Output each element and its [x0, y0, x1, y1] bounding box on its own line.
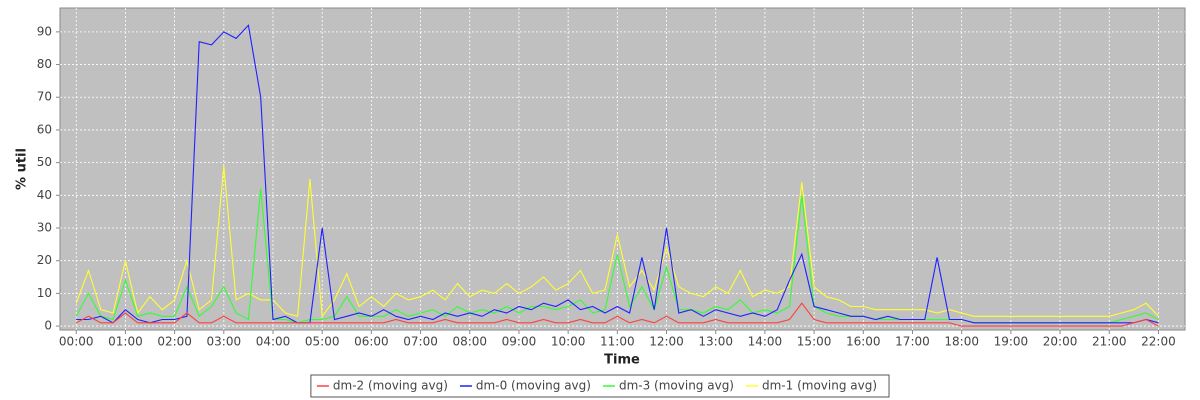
x-axis-label: Time — [604, 353, 640, 368]
x-tick-label: 20:00 — [1043, 335, 1078, 349]
y-tick-label: 0 — [44, 319, 52, 333]
series-line — [75, 302, 1159, 327]
x-tick-label: 17:00 — [895, 335, 930, 349]
legend-box — [310, 374, 890, 398]
legend: dm-2 (moving avg) dm-0 (moving avg) dm-3 (… — [310, 374, 890, 398]
y-tick-label: 20 — [37, 253, 52, 267]
x-tick-label: 02:00 — [157, 335, 192, 349]
series-line — [76, 24, 1159, 324]
x-tick-label: 12:00 — [649, 335, 684, 349]
legend-label: dm-0 (moving avg) — [476, 379, 591, 393]
x-tick-label: 18:00 — [944, 335, 979, 349]
x-tick-label: 07:00 — [403, 335, 438, 349]
x-tick-label: 13:00 — [698, 335, 733, 349]
y-axis-label: % util — [15, 148, 30, 190]
y-tick-label: 50 — [37, 155, 52, 169]
x-tick-label: 16:00 — [846, 335, 881, 349]
legend-label: dm-3 (moving avg) — [619, 379, 734, 393]
legend-label: dm-2 (moving avg) — [333, 379, 448, 393]
legend-label: dm-1 (moving avg) — [762, 379, 877, 393]
x-tick-label: 14:00 — [748, 335, 783, 349]
series-line — [75, 165, 1159, 318]
plot-area — [59, 7, 1186, 331]
x-tick-label: 11:00 — [600, 335, 635, 349]
y-tick-label: 10 — [37, 286, 52, 300]
x-tick-label: 01:00 — [108, 335, 143, 349]
x-tick-label: 08:00 — [452, 335, 487, 349]
y-tick-label: 70 — [37, 90, 52, 104]
x-tick-label: 00:00 — [59, 335, 94, 349]
y-tick-label: 30 — [37, 221, 52, 235]
y-tick-label: 80 — [37, 57, 52, 71]
x-tick-label: 03:00 — [207, 335, 242, 349]
y-tick-label: 40 — [37, 188, 52, 202]
x-tick-label: 22:00 — [1141, 335, 1176, 349]
x-tick-label: 19:00 — [994, 335, 1029, 349]
x-tick-label: 04:00 — [256, 335, 291, 349]
x-tick-label: 09:00 — [502, 335, 537, 349]
x-tick-label: 10:00 — [551, 335, 586, 349]
y-tick-label: 90 — [37, 24, 52, 38]
x-tick-label: 06:00 — [354, 335, 389, 349]
y-tick-label: 60 — [37, 122, 52, 136]
x-tick-label: 21:00 — [1092, 335, 1127, 349]
x-tick-label: 05:00 — [305, 335, 340, 349]
x-tick-label: 15:00 — [797, 335, 832, 349]
